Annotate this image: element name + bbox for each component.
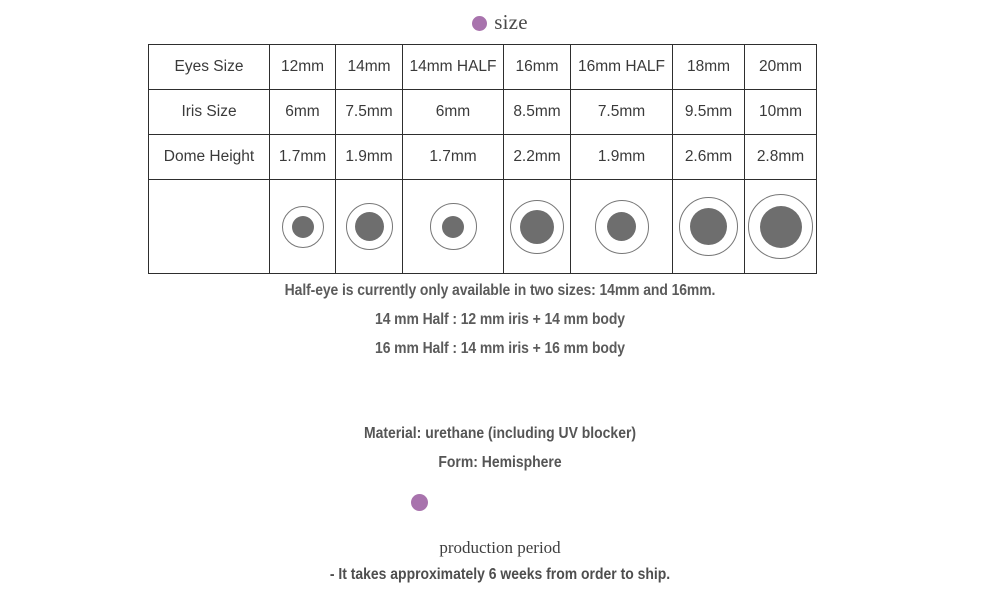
eye-outline-icon bbox=[748, 194, 813, 259]
cell-eyes-size-0: 12mm bbox=[269, 44, 336, 90]
cell-iris-size-6: 10mm bbox=[744, 89, 817, 135]
iris-icon bbox=[690, 208, 727, 245]
row-header-dome-height: Dome Height bbox=[148, 134, 270, 180]
cell-eyes-size-6: 20mm bbox=[744, 44, 817, 90]
size-spec-table: Eyes Size 12mm 14mm 14mm HALF 16mm 16mm … bbox=[148, 44, 817, 274]
half-eye-14mm-note: 14 mm Half : 12 mm iris + 14 mm body bbox=[375, 311, 625, 328]
cell-eye-illustration-6 bbox=[744, 179, 817, 274]
cell-dome-height-4: 1.9mm bbox=[570, 134, 673, 180]
cell-dome-height-2: 1.7mm bbox=[402, 134, 504, 180]
cell-eye-illustration-5 bbox=[672, 179, 745, 274]
cell-iris-size-5: 9.5mm bbox=[672, 89, 745, 135]
cell-eye-illustration-4 bbox=[570, 179, 673, 274]
cell-iris-size-3: 8.5mm bbox=[503, 89, 571, 135]
eye-outline-icon bbox=[510, 199, 564, 254]
row-header-iris-size: Iris Size bbox=[148, 89, 270, 135]
iris-icon bbox=[520, 209, 554, 244]
cell-iris-size-0: 6mm bbox=[269, 89, 336, 135]
form-spec-line: Form: Hemisphere bbox=[438, 454, 562, 471]
cell-eyes-size-3: 16mm bbox=[503, 44, 571, 90]
cell-eyes-size-2: 14mm HALF bbox=[402, 44, 504, 90]
table-row-dome-height: Dome Height 1.7mm 1.9mm 1.7mm 2.2mm 1.9m… bbox=[148, 134, 817, 180]
cell-eye-illustration-3 bbox=[503, 179, 571, 274]
production-period-heading: production period bbox=[439, 538, 561, 557]
cell-eyes-size-5: 18mm bbox=[672, 44, 745, 90]
cell-dome-height-1: 1.9mm bbox=[335, 134, 403, 180]
cell-eyes-size-4: 16mm HALF bbox=[570, 44, 673, 90]
cell-eye-illustration-blank bbox=[148, 179, 270, 274]
page-title-block: size bbox=[0, 12, 1000, 33]
eye-outline-icon bbox=[429, 203, 477, 250]
cell-dome-height-0: 1.7mm bbox=[269, 134, 336, 180]
bullet-dot-icon bbox=[411, 494, 428, 511]
production-period-detail: - It takes approximately 6 weeks from or… bbox=[329, 566, 671, 583]
cell-iris-size-4: 7.5mm bbox=[570, 89, 673, 135]
table-row-eyes-size: Eyes Size 12mm 14mm 14mm HALF 16mm 16mm … bbox=[148, 44, 817, 90]
iris-icon bbox=[291, 215, 314, 238]
cell-eye-illustration-1 bbox=[335, 179, 403, 274]
eye-outline-icon bbox=[345, 203, 393, 250]
bullet-dot-icon bbox=[472, 16, 488, 31]
iris-icon bbox=[759, 205, 802, 248]
half-eye-16mm-note: 16 mm Half : 14 mm iris + 16 mm body bbox=[375, 340, 625, 357]
iris-icon bbox=[354, 212, 384, 241]
cell-eye-illustration-0 bbox=[269, 179, 336, 274]
table-row-iris-size: Iris Size 6mm 7.5mm 6mm 8.5mm 7.5mm 9.5m… bbox=[148, 89, 817, 135]
cell-eye-illustration-2 bbox=[402, 179, 504, 274]
page-title: size bbox=[494, 10, 528, 34]
half-eye-availability-note: Half-eye is currently only available in … bbox=[284, 282, 716, 299]
iris-icon bbox=[442, 215, 464, 238]
cell-iris-size-1: 7.5mm bbox=[335, 89, 403, 135]
iris-icon bbox=[607, 212, 636, 241]
cell-eyes-size-1: 14mm bbox=[335, 44, 403, 90]
row-header-eyes-size: Eyes Size bbox=[148, 44, 270, 90]
cell-dome-height-5: 2.6mm bbox=[672, 134, 745, 180]
cell-dome-height-6: 2.8mm bbox=[744, 134, 817, 180]
eye-outline-icon bbox=[594, 199, 649, 254]
material-spec-line: Material: urethane (including UV blocker… bbox=[363, 425, 637, 442]
eye-outline-icon bbox=[679, 197, 738, 256]
cell-dome-height-3: 2.2mm bbox=[503, 134, 571, 180]
eye-outline-icon bbox=[281, 205, 324, 248]
table-row-eye-illustrations bbox=[148, 179, 817, 274]
cell-iris-size-2: 6mm bbox=[402, 89, 504, 135]
